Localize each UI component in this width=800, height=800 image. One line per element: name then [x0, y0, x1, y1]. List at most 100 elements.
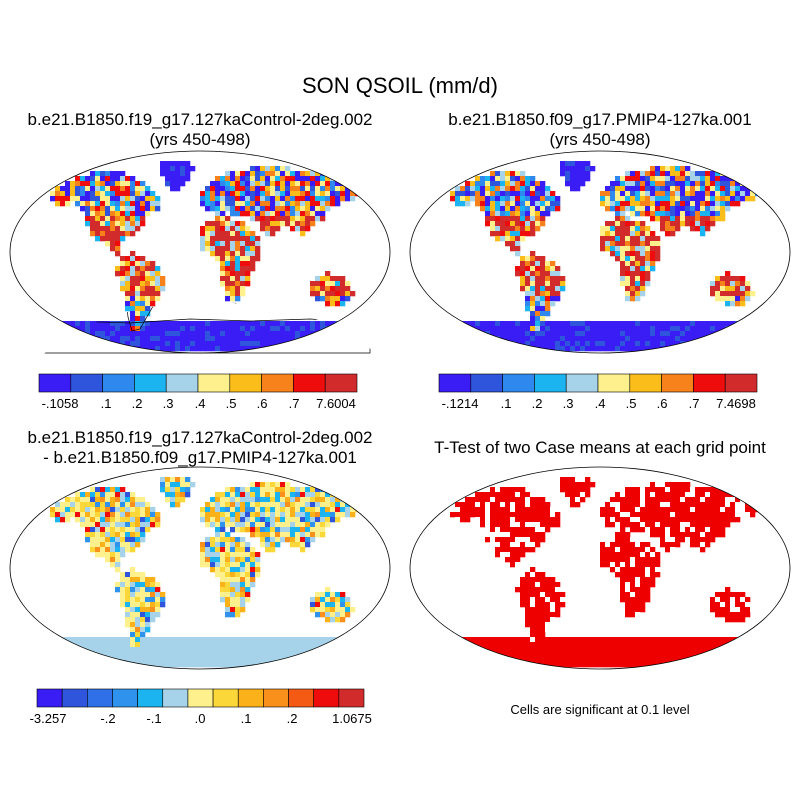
grid-cell — [505, 241, 511, 247]
grid-cell — [280, 186, 286, 192]
grid-cell — [345, 326, 351, 332]
grid-cell — [145, 201, 151, 207]
grid-cell — [540, 532, 546, 538]
grid-cell — [635, 171, 641, 177]
grid-cell — [690, 326, 696, 332]
grid-cell — [130, 281, 136, 287]
grid-cell — [240, 246, 246, 252]
grid-cell — [315, 612, 321, 618]
grid-cell — [600, 331, 606, 337]
colorbar-box — [36, 688, 63, 708]
grid-cell — [225, 612, 231, 618]
grid-cell — [325, 507, 331, 513]
grid-cell — [315, 652, 321, 658]
grid-cell — [220, 502, 226, 508]
grid-cell — [510, 662, 516, 668]
grid-cell — [350, 512, 356, 518]
grid-cell — [620, 336, 626, 342]
grid-cell — [305, 637, 311, 643]
grid-cell — [635, 507, 641, 513]
grid-cell — [245, 256, 251, 262]
grid-cell — [285, 221, 291, 227]
grid-cell — [630, 637, 636, 643]
grid-cell — [135, 181, 141, 187]
grid-cell — [630, 296, 636, 302]
grid-cell — [180, 171, 186, 177]
grid-cell — [595, 637, 601, 643]
grid-cell — [635, 642, 641, 648]
grid-cell — [635, 607, 641, 613]
grid-cell — [105, 176, 111, 182]
grid-cell — [530, 597, 536, 603]
grid-cell — [155, 341, 161, 347]
grid-cell — [45, 341, 51, 347]
grid-cell — [215, 527, 221, 533]
grid-cell — [255, 321, 261, 327]
grid-cell — [320, 512, 326, 518]
grid-cell — [215, 567, 221, 573]
grid-cell — [330, 512, 336, 518]
grid-cell — [185, 637, 191, 643]
grid-cell — [630, 487, 636, 493]
grid-cell — [575, 642, 581, 648]
grid-cell — [660, 331, 666, 337]
grid-cell — [640, 527, 646, 533]
grid-cell — [130, 271, 136, 277]
grid-cell — [740, 341, 746, 347]
grid-cell — [190, 326, 196, 332]
grid-cell — [710, 191, 716, 197]
grid-cell — [545, 662, 551, 668]
grid-cell — [520, 657, 526, 663]
colorbar-box — [724, 373, 758, 393]
grid-cell — [650, 492, 656, 498]
grid-cell — [695, 201, 701, 207]
grid-cell — [325, 281, 331, 287]
grid-cell — [85, 336, 91, 342]
grid-cell — [250, 567, 256, 573]
grid-cell — [105, 647, 111, 653]
grid-cell — [205, 512, 211, 518]
grid-cell — [675, 637, 681, 643]
grid-cell — [625, 261, 631, 267]
grid-cell — [690, 221, 696, 227]
grid-cell — [510, 647, 516, 653]
grid-cell — [635, 286, 641, 292]
grid-cell — [195, 642, 201, 648]
grid-cell — [110, 326, 116, 332]
grid-cell — [250, 266, 256, 272]
grid-cell — [150, 276, 156, 282]
grid-cell — [690, 336, 696, 342]
grid-cell — [695, 487, 701, 493]
grid-cell — [70, 196, 76, 202]
grid-cell — [660, 181, 666, 187]
grid-cell — [655, 482, 661, 488]
grid-cell — [540, 517, 546, 523]
grid-cell — [240, 326, 246, 332]
grid-cell — [345, 331, 351, 337]
grid-cell — [75, 201, 81, 207]
grid-cell — [270, 537, 276, 543]
grid-cell — [100, 522, 106, 528]
grid-cell — [285, 196, 291, 202]
grid-cell — [665, 226, 671, 232]
grid-cell — [130, 201, 136, 207]
grid-cell — [705, 176, 711, 182]
grid-cell — [665, 482, 671, 488]
grid-cell — [365, 662, 371, 668]
grid-cell — [230, 171, 236, 177]
grid-cell — [135, 326, 141, 332]
grid-cell — [330, 326, 336, 332]
grid-cell — [530, 311, 536, 317]
grid-cell — [465, 657, 471, 663]
grid-cell — [640, 492, 646, 498]
grid-cell — [705, 191, 711, 197]
grid-cell — [145, 331, 151, 337]
map-frame-case2 — [409, 150, 791, 354]
grid-cell — [520, 321, 526, 327]
grid-cell — [165, 181, 171, 187]
grid-cell — [680, 216, 686, 222]
grid-cell — [185, 477, 191, 483]
grid-cell — [610, 331, 616, 337]
grid-cell — [615, 336, 621, 342]
grid-cell — [140, 341, 146, 347]
